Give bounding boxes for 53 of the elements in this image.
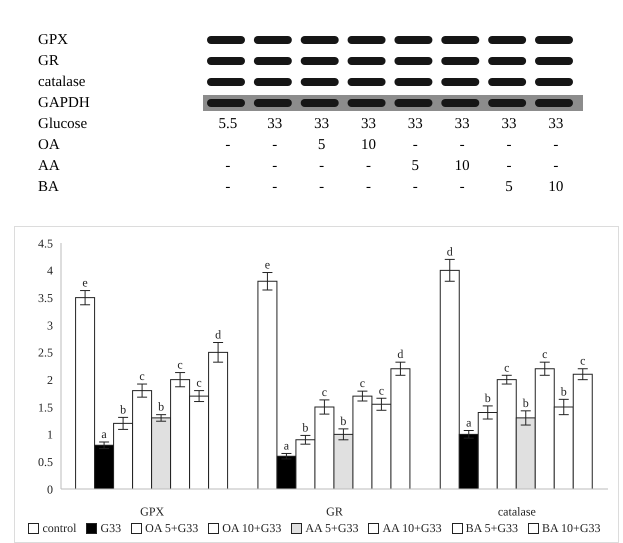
data-label: c: [378, 383, 384, 398]
y-tick-label: 2.5: [38, 346, 53, 360]
text: GPX: [38, 32, 68, 48]
legend-label: AA 10+G33: [382, 521, 442, 536]
text: GAPDH: [38, 95, 90, 111]
legend-label: AA 5+G33: [305, 521, 358, 536]
text: BA - - - - - - 5 10: [38, 179, 564, 195]
data-label: d: [446, 244, 453, 258]
y-tick-label: 0.5: [38, 454, 53, 469]
text: Glucose 5.5 33 33 33 33 33 33 33: [38, 116, 564, 132]
text: GR: [38, 53, 59, 69]
data-label: c: [504, 360, 510, 374]
data-label: c: [177, 358, 183, 372]
data-label: b: [560, 384, 567, 398]
data-label: a: [284, 438, 290, 452]
text: OA - - 5 10 - - - -: [38, 137, 558, 153]
y-tick-label: 1: [47, 428, 53, 442]
data-label: c: [322, 384, 328, 399]
y-tick-label: 3: [47, 318, 53, 332]
data-label: e: [82, 276, 88, 290]
data-label: c: [542, 347, 548, 362]
data-label: c: [139, 369, 145, 384]
data-label: b: [484, 390, 491, 405]
data-label: b: [522, 396, 529, 410]
y-tick-label: 3.5: [38, 290, 53, 305]
data-label: c: [196, 376, 202, 390]
text: AA - - - - 5 10 - -: [38, 158, 558, 174]
legend-label: OA 5+G33: [145, 521, 198, 536]
data-label: d: [215, 327, 222, 342]
legend-label: control: [42, 521, 76, 536]
data-label: b: [158, 400, 164, 414]
y-tick-label: 1.5: [38, 400, 53, 414]
y-tick-label: 2: [47, 372, 53, 387]
data-label: d: [397, 347, 404, 362]
y-tick-label: 4.5: [38, 236, 53, 250]
data-label: e: [264, 258, 270, 272]
data-label: a: [101, 426, 108, 441]
text: catalase: [38, 74, 86, 90]
x-tick-label: GR: [326, 504, 343, 519]
legend-label: BA 5+G33: [466, 521, 518, 536]
data-label: a: [466, 416, 472, 430]
data-label: b: [120, 402, 126, 416]
legend-label: OA 10+G33: [222, 521, 282, 536]
data-label: b: [340, 414, 346, 428]
y-tick-label: 4: [47, 264, 53, 278]
data-label: c: [360, 376, 366, 390]
x-tick-label: GPX: [140, 504, 164, 519]
data-label: c: [580, 354, 586, 368]
legend-label: G33: [100, 521, 122, 536]
x-tick-label: catalase: [498, 504, 536, 519]
data-label: b: [302, 420, 308, 434]
y-tick-label: 0: [47, 482, 53, 496]
legend-label: BA 10+G33: [542, 521, 600, 536]
